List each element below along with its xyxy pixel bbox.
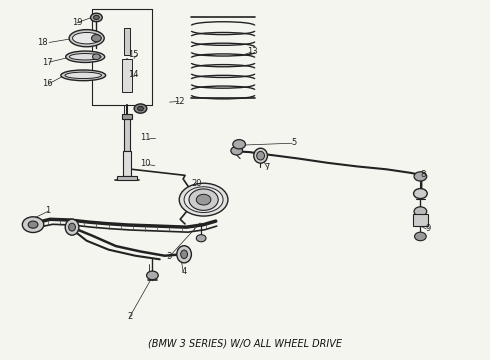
FancyBboxPatch shape	[117, 176, 137, 180]
Circle shape	[231, 147, 243, 155]
Ellipse shape	[69, 30, 104, 47]
Text: 17: 17	[42, 58, 53, 67]
Ellipse shape	[65, 72, 101, 78]
Ellipse shape	[179, 183, 228, 216]
Bar	[122, 59, 132, 93]
Text: 16: 16	[42, 79, 53, 88]
Circle shape	[196, 194, 211, 205]
Ellipse shape	[181, 250, 188, 258]
Circle shape	[196, 235, 206, 242]
Circle shape	[414, 172, 427, 181]
Text: 11: 11	[140, 132, 150, 141]
Ellipse shape	[69, 223, 75, 231]
Ellipse shape	[73, 32, 101, 44]
Circle shape	[233, 140, 245, 149]
Circle shape	[415, 232, 426, 241]
Bar	[123, 152, 131, 176]
Text: 5: 5	[291, 138, 296, 147]
Bar	[122, 113, 132, 119]
Text: 1: 1	[45, 206, 50, 215]
Text: 14: 14	[128, 70, 138, 79]
Circle shape	[91, 13, 102, 22]
Text: 2: 2	[128, 312, 133, 321]
Circle shape	[94, 15, 99, 19]
Text: 10: 10	[140, 159, 150, 168]
Bar	[124, 119, 130, 152]
Circle shape	[28, 221, 38, 228]
Ellipse shape	[70, 54, 101, 60]
Bar	[413, 214, 428, 226]
Circle shape	[134, 104, 147, 113]
Text: 7: 7	[264, 163, 270, 172]
Ellipse shape	[257, 152, 265, 160]
Text: 18: 18	[38, 38, 48, 47]
Text: 20: 20	[191, 179, 201, 188]
Circle shape	[414, 207, 427, 216]
Ellipse shape	[177, 246, 192, 263]
Text: 12: 12	[174, 97, 184, 106]
Ellipse shape	[66, 51, 105, 63]
Text: 15: 15	[128, 50, 138, 59]
Text: 4: 4	[181, 267, 187, 276]
Text: 9: 9	[425, 224, 430, 233]
Circle shape	[92, 35, 101, 42]
Text: 8: 8	[420, 170, 425, 179]
Ellipse shape	[61, 70, 106, 81]
Text: 13: 13	[247, 47, 258, 56]
Circle shape	[189, 189, 218, 210]
Circle shape	[23, 217, 44, 233]
Ellipse shape	[184, 187, 223, 212]
Ellipse shape	[254, 148, 268, 163]
Circle shape	[138, 107, 144, 111]
Text: 3: 3	[167, 252, 172, 261]
Ellipse shape	[65, 219, 79, 235]
Circle shape	[414, 189, 427, 199]
Circle shape	[147, 271, 158, 280]
Text: 19: 19	[72, 18, 82, 27]
Circle shape	[93, 54, 100, 60]
Text: (BMW 3 SERIES) W/O ALL WHEEL DRIVE: (BMW 3 SERIES) W/O ALL WHEEL DRIVE	[148, 339, 342, 348]
Bar	[124, 28, 130, 55]
